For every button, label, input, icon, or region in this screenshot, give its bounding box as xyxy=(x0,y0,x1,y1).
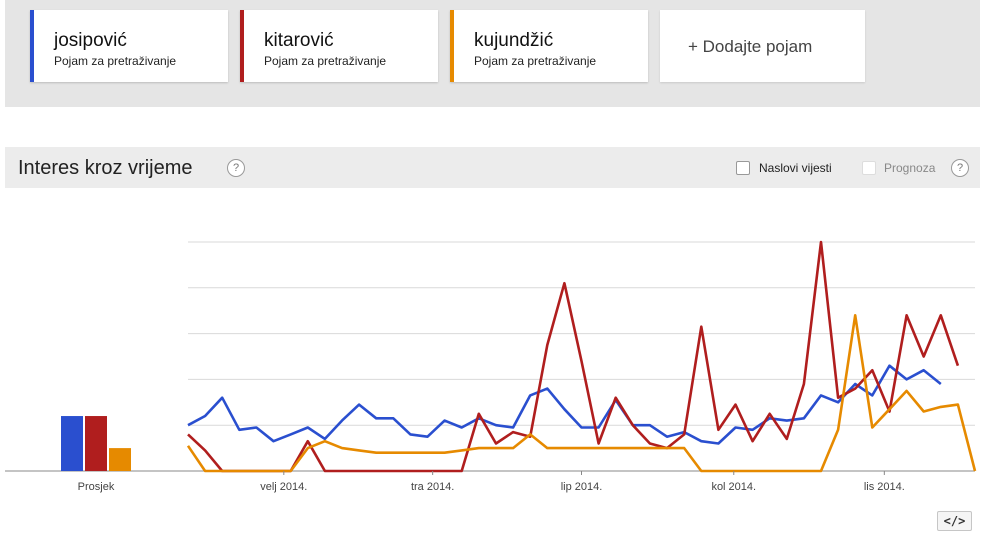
forecast-label: Prognoza xyxy=(884,161,936,175)
term-color-bar xyxy=(240,10,244,82)
term-card-kujundzic[interactable]: kujundžić Pojam za pretraživanje xyxy=(450,10,648,82)
add-term-button[interactable]: + Dodajte pojam xyxy=(660,10,865,82)
forecast-checkbox[interactable] xyxy=(862,161,876,175)
average-bar-3 xyxy=(109,448,131,471)
x-tick-label: lis 2014. xyxy=(864,481,905,493)
series-line-2 xyxy=(187,240,960,473)
section-title: Interes kroz vrijeme xyxy=(18,157,193,179)
term-subtitle: Pojam za pretraživanje xyxy=(54,54,177,68)
x-tick-label: tra 2014. xyxy=(411,481,454,493)
average-label: Prosjek xyxy=(78,481,115,493)
x-axis-labels: velj 2014. tra 2014. lip 2014. kol 2014. lis… xyxy=(260,471,905,493)
interest-over-time-chart: Prosjek velj 2014. tra 2014. lip 2014. kol … xyxy=(5,240,977,493)
term-color-bar xyxy=(450,10,454,82)
term-name: kujundžić xyxy=(474,30,554,51)
x-tick-label: velj 2014. xyxy=(260,481,307,493)
forecast-help-icon[interactable]: ? xyxy=(951,159,969,177)
term-name: josipović xyxy=(54,30,127,51)
news-headlines-checkbox[interactable] xyxy=(736,161,750,175)
term-card-josipovic[interactable]: josipović Pojam za pretraživanje xyxy=(30,10,228,82)
series-line-1 xyxy=(187,364,942,445)
x-tick-label: lip 2014. xyxy=(561,481,603,493)
chart-grid xyxy=(5,241,975,472)
average-bar-2 xyxy=(85,416,107,471)
terms-bar: josipović Pojam za pretraživanje kitarov… xyxy=(5,0,980,107)
term-name: kitarović xyxy=(264,30,334,51)
section-header: Interes kroz vrijeme ? Naslovi vijesti P… xyxy=(5,147,980,188)
add-term-label: + Dodajte pojam xyxy=(688,37,813,56)
term-subtitle: Pojam za pretraživanje xyxy=(264,54,387,68)
average-bars: Prosjek xyxy=(61,416,131,493)
news-headlines-label: Naslovi vijesti xyxy=(759,161,832,175)
embed-code-icon[interactable]: </> xyxy=(937,511,972,531)
series-line-3 xyxy=(186,314,977,473)
x-tick-label: kol 2014. xyxy=(711,481,756,493)
term-color-bar xyxy=(30,10,34,82)
series-lines xyxy=(186,240,977,473)
average-bar-1 xyxy=(61,416,83,471)
help-icon[interactable]: ? xyxy=(227,159,245,177)
term-subtitle: Pojam za pretraživanje xyxy=(474,54,597,68)
term-card-kitarovic[interactable]: kitarović Pojam za pretraživanje xyxy=(240,10,438,82)
